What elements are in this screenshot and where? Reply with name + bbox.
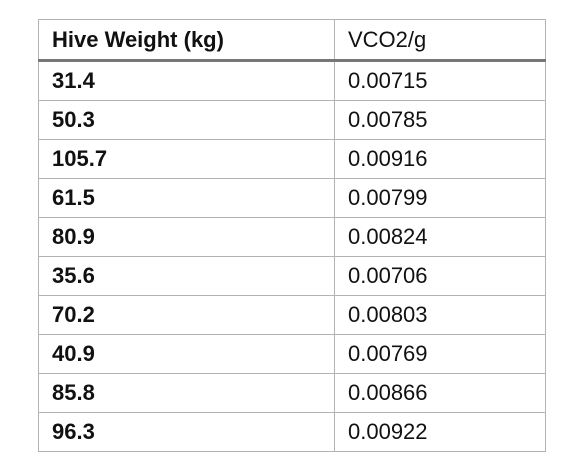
header-row: Hive Weight (kg) VCO2/g [38, 19, 546, 62]
table-row: 105.7 0.00916 [38, 139, 546, 179]
cell-vco2: 0.00785 [334, 100, 546, 140]
cell-vco2: 0.00769 [334, 334, 546, 374]
cell-vco2: 0.00922 [334, 412, 546, 452]
cell-vco2: 0.00866 [334, 373, 546, 413]
cell-vco2: 0.00803 [334, 295, 546, 335]
table-row: 96.3 0.00922 [38, 412, 546, 452]
table-row: 61.5 0.00799 [38, 178, 546, 218]
cell-vco2: 0.00824 [334, 217, 546, 257]
data-table-container: Hive Weight (kg) VCO2/g 31.4 0.00715 50.… [38, 19, 546, 452]
cell-vco2: 0.00706 [334, 256, 546, 296]
hive-weight-table: Hive Weight (kg) VCO2/g 31.4 0.00715 50.… [38, 19, 546, 452]
cell-hive-weight: 31.4 [38, 60, 335, 101]
table-row: 31.4 0.00715 [38, 60, 546, 101]
table-row: 70.2 0.00803 [38, 295, 546, 335]
cell-hive-weight: 105.7 [38, 139, 335, 179]
table-row: 35.6 0.00706 [38, 256, 546, 296]
cell-hive-weight: 80.9 [38, 217, 335, 257]
cell-vco2: 0.00799 [334, 178, 546, 218]
cell-hive-weight: 35.6 [38, 256, 335, 296]
cell-hive-weight: 96.3 [38, 412, 335, 452]
table-row: 50.3 0.00785 [38, 100, 546, 140]
table-row: 85.8 0.00866 [38, 373, 546, 413]
cell-vco2: 0.00916 [334, 139, 546, 179]
table-body: 31.4 0.00715 50.3 0.00785 105.7 0.00916 … [38, 60, 546, 452]
table-header: Hive Weight (kg) VCO2/g [38, 19, 546, 62]
header-hive-weight: Hive Weight (kg) [38, 19, 335, 62]
cell-hive-weight: 85.8 [38, 373, 335, 413]
cell-vco2: 0.00715 [334, 60, 546, 101]
table-row: 80.9 0.00824 [38, 217, 546, 257]
cell-hive-weight: 40.9 [38, 334, 335, 374]
cell-hive-weight: 61.5 [38, 178, 335, 218]
cell-hive-weight: 70.2 [38, 295, 335, 335]
cell-hive-weight: 50.3 [38, 100, 335, 140]
header-vco2: VCO2/g [334, 19, 546, 62]
table-row: 40.9 0.00769 [38, 334, 546, 374]
